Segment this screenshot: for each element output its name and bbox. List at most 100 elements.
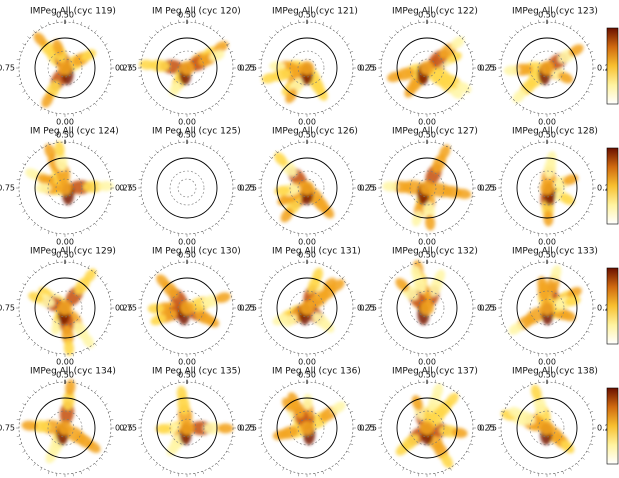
tick (523, 146, 525, 149)
tick (555, 20, 556, 23)
tick (592, 419, 595, 420)
phase-label: 0.75 (239, 424, 257, 433)
tick (516, 223, 518, 225)
tick (435, 380, 436, 383)
tick (563, 382, 564, 385)
tick (443, 262, 444, 265)
core-ring (180, 301, 194, 315)
tick (381, 51, 384, 52)
tick (298, 353, 299, 356)
tick (403, 228, 405, 231)
phase-label: 0.50 (418, 371, 436, 380)
tick (516, 150, 518, 152)
tick (110, 436, 113, 437)
tick (509, 277, 511, 279)
tick (499, 299, 502, 300)
tick (592, 59, 595, 60)
tick (450, 468, 452, 471)
tick (385, 331, 388, 333)
tick (217, 223, 219, 225)
phase-label: 0.00 (56, 118, 74, 127)
tick (41, 266, 43, 269)
panel: IMPeg All (cyc 138)0.500.000.750.25 (479, 367, 615, 478)
tick (467, 404, 470, 406)
tick (88, 266, 90, 269)
tick (505, 44, 508, 46)
tick (330, 108, 332, 111)
tick (105, 284, 108, 286)
tick (105, 91, 108, 93)
tick (73, 113, 74, 116)
tick (462, 157, 464, 159)
tick (530, 262, 531, 265)
tick (265, 404, 268, 406)
tick (505, 284, 508, 286)
tick (27, 277, 29, 279)
tick (337, 223, 339, 225)
tick (435, 113, 436, 116)
phase-label: 0.75 (0, 184, 15, 193)
core-ring (58, 301, 72, 315)
phase-label: 0.50 (56, 131, 74, 140)
tick (41, 228, 43, 231)
tick (195, 260, 196, 263)
tick (19, 84, 22, 85)
tick (73, 473, 74, 476)
tick (108, 204, 111, 205)
tick (590, 411, 593, 412)
tick (141, 51, 144, 52)
panel: IMPeg All (cyc 129)0.500.000.750.25 (0, 247, 133, 367)
tick (587, 404, 590, 406)
tick (110, 419, 113, 420)
tick (17, 59, 20, 60)
tick (577, 223, 579, 225)
tick (582, 397, 584, 399)
tick (283, 108, 285, 111)
tick (350, 291, 353, 292)
tick (19, 204, 22, 205)
panel: IM Peg All (cyc 131)0.500.000.750.25 (239, 247, 375, 367)
tick (210, 266, 212, 269)
tick (73, 140, 74, 143)
tick (381, 84, 384, 85)
tick (342, 397, 344, 399)
tick (230, 171, 233, 172)
intensity-map (499, 383, 576, 456)
phase-label: 0.75 (359, 424, 377, 433)
tick (163, 26, 165, 29)
tick (337, 270, 339, 272)
tick (222, 218, 224, 220)
tick (505, 91, 508, 93)
tick (323, 382, 324, 385)
tick (342, 338, 344, 340)
tick (41, 386, 43, 389)
tick (330, 468, 332, 471)
tick (56, 113, 57, 116)
tick (105, 164, 108, 166)
tick (396, 30, 398, 32)
tick (323, 22, 324, 25)
tick (217, 30, 219, 32)
tick (81, 382, 82, 385)
tick (259, 436, 262, 437)
tick (88, 26, 90, 29)
panel: IMPeg All (cyc 137)0.500.000.750.25 (359, 367, 495, 478)
panel: IM Peg All (cyc 135)0.500.000.750.25 (119, 367, 255, 478)
tick (538, 473, 539, 476)
tick (261, 411, 264, 412)
tick (298, 473, 299, 476)
phase-label: 0.50 (538, 251, 556, 260)
tick (467, 284, 470, 286)
tick (27, 37, 29, 39)
panel: IMPeg All (cyc 128)0.500.000.750.25 (479, 127, 615, 247)
phase-label: 0.50 (178, 251, 196, 260)
tick (337, 103, 339, 105)
core-ring (420, 181, 434, 195)
tick (227, 404, 230, 406)
tick (88, 348, 90, 351)
tick (210, 386, 212, 389)
panel-title: IM Peg All (cyc 135) (152, 367, 241, 377)
phase-label: 0.50 (418, 11, 436, 20)
tick (315, 380, 316, 383)
tick (523, 266, 525, 269)
